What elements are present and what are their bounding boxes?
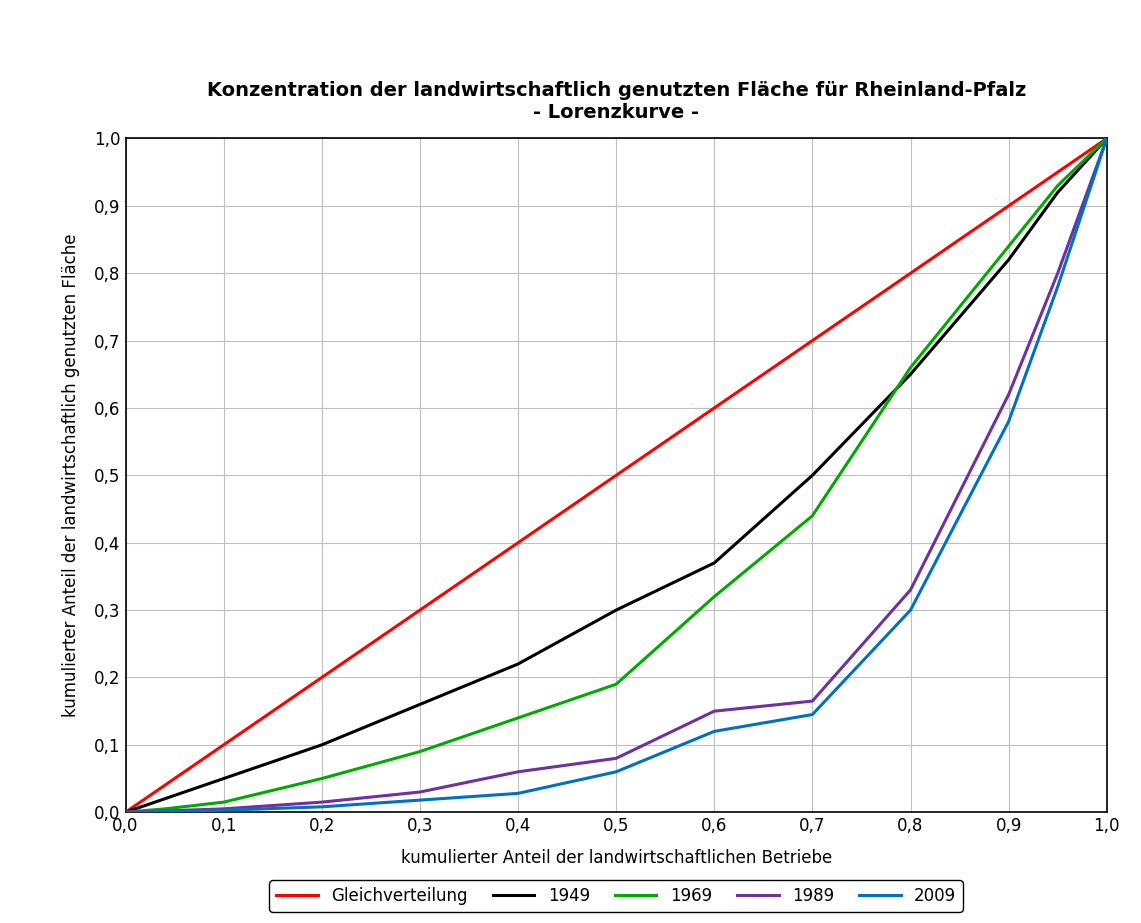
Legend: Gleichverteilung, 1949, 1969, 1989, 2009: Gleichverteilung, 1949, 1969, 1989, 2009 bbox=[269, 881, 963, 912]
X-axis label: kumulierter Anteil der landwirtschaftlichen Betriebe: kumulierter Anteil der landwirtschaftlic… bbox=[400, 849, 832, 867]
Title: Konzentration der landwirtschaftlich genutzten Fläche für Rheinland-Pfalz
- Lore: Konzentration der landwirtschaftlich gen… bbox=[207, 80, 1026, 122]
Y-axis label: kumulierter Anteil der landwirtschaftlich genutzten Fläche: kumulierter Anteil der landwirtschaftlic… bbox=[63, 234, 80, 717]
